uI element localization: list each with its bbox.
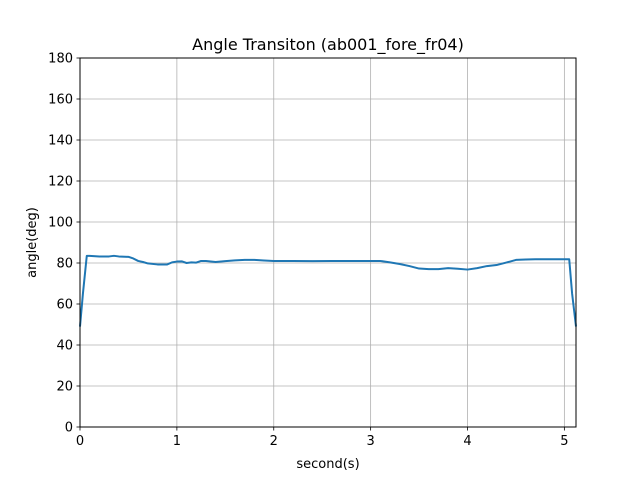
data-point (273, 260, 275, 262)
data-point (496, 264, 498, 266)
data-point (563, 258, 565, 260)
x-tick-label: 5 (560, 434, 568, 449)
data-point (215, 261, 217, 263)
x-tick-label: 4 (463, 434, 471, 449)
x-tick-label: 1 (173, 434, 181, 449)
y-tick-label: 20 (56, 380, 73, 395)
data-point (82, 293, 84, 295)
data-point (554, 258, 556, 260)
data-point (166, 264, 168, 266)
data-point (108, 256, 110, 258)
plot-frame (79, 57, 577, 428)
data-point (476, 267, 478, 269)
data-point (457, 268, 459, 270)
y-tick-label: 140 (48, 134, 73, 149)
data-point (292, 260, 294, 262)
data-point (176, 261, 178, 263)
x-tick-label: 3 (366, 434, 374, 449)
data-point (224, 260, 226, 262)
data-point (118, 256, 120, 258)
data-point (186, 262, 188, 264)
grid (79, 57, 576, 428)
data-point (447, 267, 449, 269)
y-tick-label: 180 (48, 52, 73, 67)
ticks: 0 1 2 3 4 5 0 20 40 60 80 100 120 140 160 180 (48, 52, 568, 450)
series-line (79, 254, 577, 327)
data-point (370, 260, 372, 262)
data-point (568, 258, 570, 260)
data-point (234, 259, 236, 261)
x-tick-label: 2 (270, 434, 278, 449)
data-point (132, 258, 134, 260)
data-point (505, 262, 507, 264)
y-tick-label: 100 (48, 216, 73, 231)
data-point (525, 259, 527, 261)
data-point (113, 255, 115, 257)
data-point (428, 268, 430, 270)
data-point (331, 260, 333, 262)
data-point (244, 259, 246, 261)
y-tick-label: 40 (56, 339, 73, 354)
y-tick-label: 80 (56, 257, 73, 272)
x-axis-label: second(s) (296, 457, 359, 472)
data-point (171, 261, 173, 263)
y-tick-label: 0 (65, 421, 73, 436)
data-point (98, 256, 100, 258)
data-point (157, 264, 159, 266)
data-point (571, 293, 573, 295)
x-tick-label: 0 (76, 434, 84, 449)
data-point (418, 268, 420, 270)
data-point (253, 259, 255, 261)
data-point (128, 256, 130, 258)
chart-title: Angle Transiton (ab001_fore_fr04) (192, 35, 464, 55)
data-point (205, 260, 207, 262)
data-point (379, 260, 381, 262)
series-layer (79, 254, 577, 327)
data-point (544, 258, 546, 260)
y-tick-label: 60 (56, 298, 73, 313)
data-point (312, 260, 314, 262)
data-point (191, 261, 193, 263)
data-point (137, 260, 139, 262)
plot-area (80, 58, 576, 427)
data-point (438, 268, 440, 270)
data-point (534, 258, 536, 260)
data-point (86, 255, 88, 257)
data-point (389, 261, 391, 263)
data-point (200, 260, 202, 262)
y-tick-label: 120 (48, 175, 73, 190)
data-point (181, 260, 183, 262)
data-point (467, 269, 469, 271)
data-point (486, 265, 488, 267)
y-axis-label: angle(deg) (25, 207, 40, 278)
y-tick-label: 160 (48, 93, 73, 108)
data-point (515, 259, 517, 261)
data-point (263, 260, 265, 262)
data-point (399, 263, 401, 265)
data-point (350, 260, 352, 262)
data-point (89, 255, 91, 257)
data-point (147, 263, 149, 265)
data-point (195, 262, 197, 264)
data-point (142, 261, 144, 263)
data-point (408, 265, 410, 267)
